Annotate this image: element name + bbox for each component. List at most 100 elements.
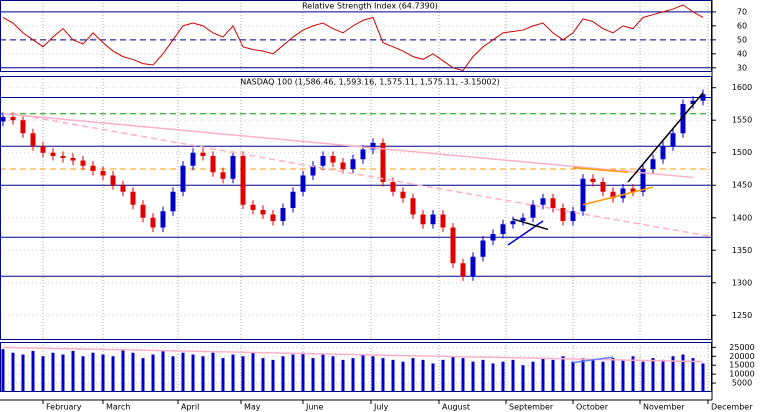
y-tick-label: 1250 bbox=[732, 311, 752, 320]
candle-body bbox=[410, 198, 416, 215]
y-tick-label: 25000 bbox=[729, 343, 754, 352]
volume-bar bbox=[301, 352, 305, 392]
y-tick-label: 60 bbox=[737, 21, 747, 30]
candle-body bbox=[520, 217, 526, 222]
volume-bar bbox=[411, 358, 415, 392]
candle-body bbox=[290, 191, 296, 208]
volume-bar bbox=[381, 358, 385, 392]
trend-line bbox=[582, 186, 654, 206]
panel-title: NASDAQ 100 (1,586.46, 1,593.16, 1,575.11… bbox=[240, 78, 500, 87]
candle-body bbox=[430, 214, 436, 225]
trend-line bbox=[512, 218, 549, 231]
candle-body bbox=[340, 162, 346, 169]
volume-bar bbox=[71, 350, 75, 392]
candle-body bbox=[10, 116, 16, 121]
y-tick-label: 40 bbox=[737, 49, 747, 58]
volume-bar bbox=[521, 365, 525, 392]
candle-body bbox=[660, 146, 666, 160]
volume-bar bbox=[211, 352, 215, 392]
volume-bar bbox=[681, 354, 685, 392]
x-tick-label: August bbox=[442, 403, 470, 412]
volume-bar bbox=[81, 356, 85, 392]
volume-bar bbox=[511, 359, 515, 392]
x-tick-label: March bbox=[106, 403, 130, 412]
volume-bar bbox=[61, 354, 65, 392]
volume-bar bbox=[21, 354, 25, 392]
candle-body bbox=[80, 160, 86, 166]
trend-line bbox=[12, 112, 709, 237]
y-tick-label: 10000 bbox=[729, 370, 754, 379]
y-tick-label: 1450 bbox=[732, 181, 752, 190]
volume-bar bbox=[101, 354, 105, 392]
candle-body bbox=[450, 227, 456, 264]
x-tick-label: April bbox=[181, 403, 199, 412]
y-tick-label: 20000 bbox=[729, 352, 754, 361]
volume-bar bbox=[661, 359, 665, 392]
candle-body bbox=[630, 188, 636, 192]
candle-body bbox=[90, 165, 96, 171]
panel-title: Relative Strength Index (64.7390) bbox=[302, 2, 438, 11]
volume-bar bbox=[331, 356, 335, 392]
candle-body bbox=[250, 204, 256, 210]
volume-bar bbox=[461, 358, 465, 392]
candle-body bbox=[470, 256, 476, 277]
volume-bar bbox=[471, 361, 475, 392]
volume-bar bbox=[181, 352, 185, 392]
x-tick-label: December bbox=[711, 403, 753, 412]
trend-line bbox=[2, 112, 694, 179]
candle-body bbox=[140, 204, 146, 218]
volume-bar bbox=[111, 356, 115, 392]
volume-bar bbox=[131, 352, 135, 392]
candle-body bbox=[570, 211, 576, 222]
candle-body bbox=[640, 168, 646, 192]
volume-bar bbox=[631, 356, 635, 392]
volume-bar bbox=[361, 354, 365, 392]
candle-body bbox=[150, 217, 156, 228]
candle-body bbox=[460, 263, 466, 277]
volume-bar bbox=[671, 356, 675, 392]
trend-line bbox=[2, 346, 704, 363]
candle-body bbox=[680, 103, 686, 134]
volume-bar bbox=[271, 359, 275, 392]
y-tick-label: 30 bbox=[737, 63, 747, 72]
panel bbox=[0, 76, 712, 340]
candle-body bbox=[70, 157, 76, 161]
candle-body bbox=[230, 155, 236, 179]
volume-bar bbox=[221, 358, 225, 392]
y-tick-label: 50 bbox=[737, 35, 747, 44]
volume-bar bbox=[431, 363, 435, 392]
volume-bar bbox=[201, 356, 205, 392]
candle-body bbox=[330, 155, 336, 163]
volume-bar bbox=[311, 358, 315, 392]
candle-body bbox=[50, 152, 56, 156]
volume-bar bbox=[141, 358, 145, 392]
candle-body bbox=[170, 191, 176, 212]
trend-line bbox=[507, 220, 544, 246]
volume-bar bbox=[351, 358, 355, 392]
volume-bar bbox=[91, 352, 95, 392]
candle-body bbox=[190, 152, 196, 166]
trend-line bbox=[627, 92, 704, 183]
volume-bar bbox=[161, 350, 165, 392]
candle-body bbox=[310, 165, 316, 176]
volume-bar bbox=[231, 354, 235, 392]
volume-bar bbox=[531, 361, 535, 392]
candle-body bbox=[100, 170, 106, 176]
candle-body bbox=[110, 175, 116, 186]
volume-bar bbox=[551, 359, 555, 392]
candle-body bbox=[40, 146, 46, 153]
volume-bar bbox=[191, 354, 195, 392]
volume-bar bbox=[641, 361, 645, 392]
candle-body bbox=[440, 214, 446, 228]
volume-bar bbox=[41, 356, 45, 392]
volume-bar bbox=[31, 350, 35, 392]
candle-body bbox=[530, 204, 536, 218]
candle-body bbox=[30, 133, 36, 147]
trend-line bbox=[572, 356, 614, 364]
volume-bar bbox=[121, 349, 125, 392]
candle-body bbox=[350, 159, 356, 169]
candle-body bbox=[120, 185, 126, 192]
volume-bar bbox=[701, 363, 705, 392]
volume-bar bbox=[51, 352, 55, 392]
candle-body bbox=[300, 175, 306, 192]
